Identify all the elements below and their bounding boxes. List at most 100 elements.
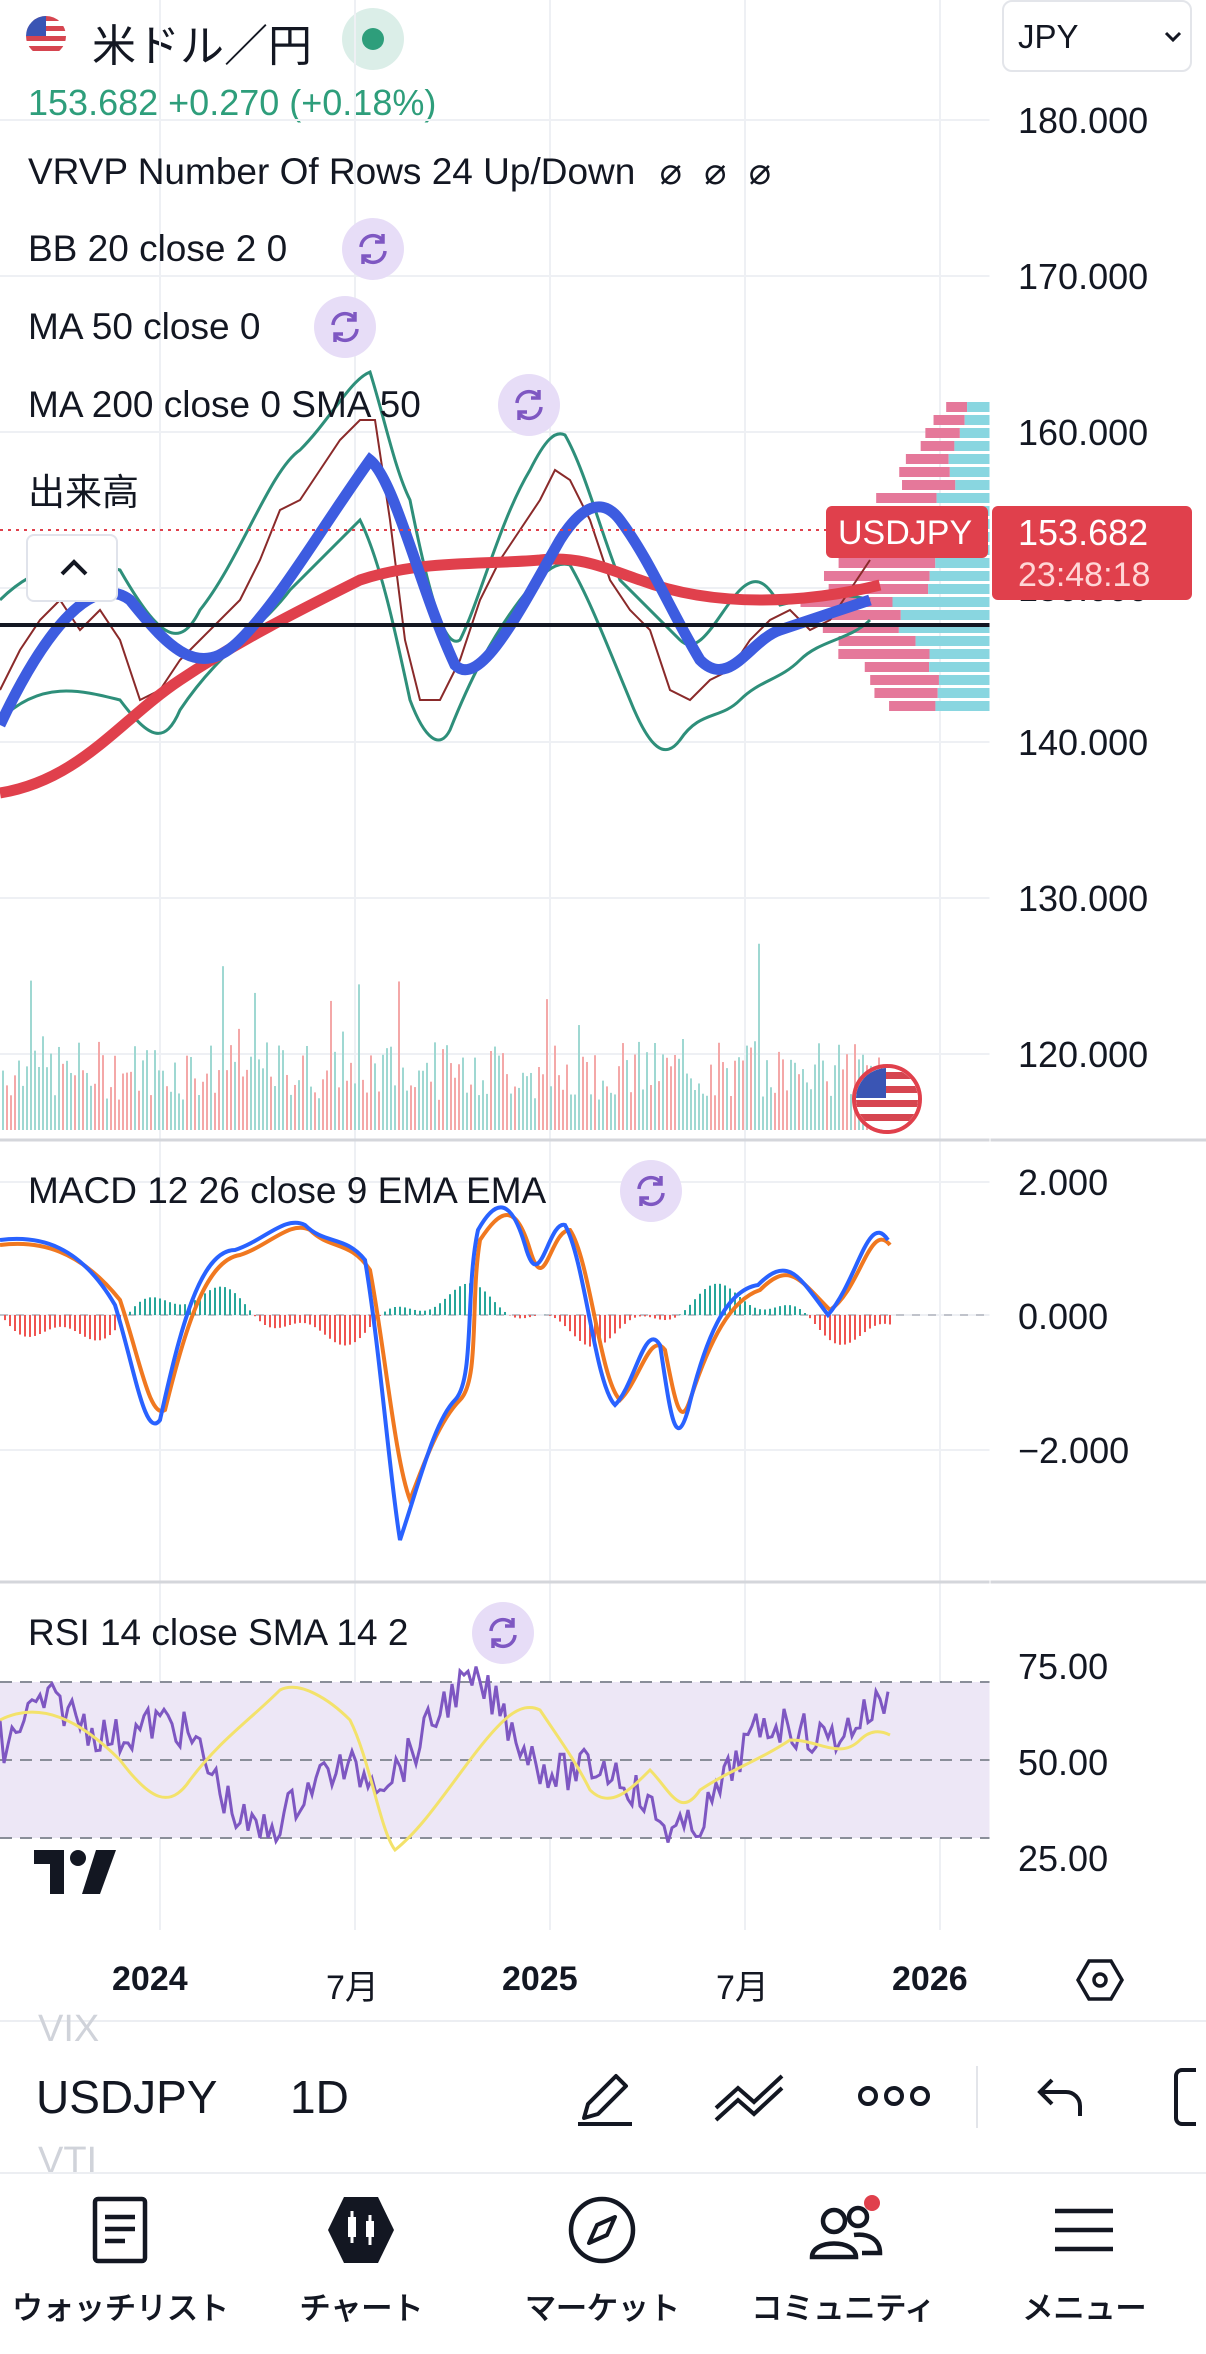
ma50-line [0,452,872,728]
macd-line [0,1205,890,1541]
nav-markets[interactable]: マーケット [482,2175,723,2354]
nav-community[interactable]: コミュニティ [723,2175,964,2354]
macd-histogram-bar [234,1293,236,1315]
volume-bar [214,1092,216,1130]
vrvp-legend[interactable]: VRVP Number Of Rows 24 Up/Down ⌀ ⌀ ⌀ [28,150,777,193]
volume-bar [830,1095,832,1130]
community-icon [809,2195,883,2260]
volume-bar [30,980,32,1130]
indicator-tool-button[interactable] [712,2068,786,2133]
ghost-symbol-below: VTI [38,2140,98,2182]
undo-button[interactable] [1036,2072,1086,2127]
drawing-tool-button[interactable] [572,2064,638,2135]
volume-label: 出来高 [28,472,139,513]
macd-histogram-bar [724,1285,726,1315]
volume-bar [646,1052,648,1130]
undo-icon [1037,2078,1082,2116]
volume-bar [66,1060,68,1130]
macd-histogram-bar [14,1315,16,1332]
macd-histogram-bar [889,1315,891,1325]
ma50-legend[interactable]: MA 50 close 0 [28,306,260,348]
macd-histogram-bar [154,1297,156,1315]
volume-bar [438,1099,440,1130]
toolbar-symbol[interactable]: USDJPY [36,2071,218,2123]
volume-bar [726,1068,728,1130]
macd-histogram-bar [874,1315,876,1326]
macd-legend[interactable]: MACD 12 26 close 9 EMA EMA [28,1170,546,1212]
macd-histogram-bar [574,1315,576,1337]
macd-histogram-bar [464,1283,466,1315]
macd-histogram-bar [284,1315,286,1327]
macd-histogram-bar [159,1298,161,1315]
macd-histogram-bar [769,1308,771,1315]
macd-histogram-bar [114,1315,116,1331]
volume-bar [542,1074,544,1130]
macd-histogram-bar [59,1315,61,1327]
ma200-label: MA 200 close 0 SMA 50 [28,384,421,425]
more-options-button[interactable] [858,2082,930,2115]
volume-bar [746,1045,748,1130]
ma50-sync-button[interactable] [314,296,376,358]
volume-bar [222,966,224,1130]
volume-legend[interactable]: 出来高 [28,462,139,516]
macd-histogram-bar [679,1314,681,1315]
nav-watchlist[interactable]: ウォッチリスト [0,2175,241,2354]
macd-histogram-bar [859,1315,861,1336]
nav-chart[interactable]: チャート [241,2175,482,2354]
macd-axis-label: 0.000 [1018,1296,1109,1337]
ma200-sync-button[interactable] [498,374,560,436]
macd-histogram-bar [674,1315,676,1318]
macd-histogram-bar [399,1306,401,1315]
volume-profile-row [838,558,936,568]
macd-histogram-bar [534,1315,536,1316]
vrvp-symbols: ⌀ ⌀ ⌀ [659,151,777,192]
macd-histogram-bar [649,1315,651,1318]
volume-bar [230,1045,232,1130]
volume-bar [666,1057,668,1130]
rsi-legend[interactable]: RSI 14 close SMA 14 2 [28,1612,408,1654]
volume-bar [594,1055,596,1130]
volume-bar [10,1095,12,1130]
macd-histogram-bar [784,1305,786,1315]
fullscreen-button[interactable] [1172,2066,1206,2133]
nav-menu[interactable]: メニュー [964,2175,1205,2354]
volume-bar [370,1055,372,1130]
chart-settings-button[interactable] [1075,1958,1125,2007]
symbol-title[interactable]: 米ドル／円 [92,22,312,71]
volume-bar [22,1085,24,1130]
ma200-line [0,553,882,799]
volume-bar [330,1000,332,1130]
macd-histogram-bar [504,1311,506,1315]
us-event-flag-icon[interactable] [852,1064,922,1134]
volume-profile-row [935,558,990,568]
macd-histogram-bar [369,1315,371,1328]
time-axis-label: 2024 [112,1960,188,1998]
toolbar-interval[interactable]: 1D [290,2071,349,2123]
volume-bar [698,1083,700,1130]
collapse-legend-button[interactable] [26,534,118,602]
volume-bar [502,1053,504,1130]
volume-bar [446,1045,448,1130]
volume-bar [278,1045,280,1130]
macd-histogram-bar [639,1315,641,1317]
macd-label: MACD 12 26 close 9 EMA EMA [28,1170,547,1211]
macd-histogram-bar [594,1315,596,1347]
macd-histogram-bar [359,1315,361,1339]
macd-histogram-bar [44,1315,46,1332]
time-axis-label: 2026 [892,1960,968,1998]
macd-histogram-bar [734,1292,736,1315]
volume-bar [342,1031,344,1130]
volume-bar [538,1067,540,1130]
bb-legend[interactable]: BB 20 close 2 0 [28,228,287,270]
volume-bar [94,1083,96,1130]
volume-profile-row [838,636,916,646]
volume-bar [558,1075,560,1130]
currency-select[interactable]: JPY [1002,0,1192,72]
macd-sync-button[interactable] [620,1160,682,1222]
macd-histogram-bar [624,1315,626,1324]
ma200-legend[interactable]: MA 200 close 0 SMA 50 [28,384,421,426]
volume-bar [378,1091,380,1130]
bb-sync-button[interactable] [342,218,404,280]
macd-histogram-bar [384,1311,386,1315]
rsi-sync-button[interactable] [472,1602,534,1664]
